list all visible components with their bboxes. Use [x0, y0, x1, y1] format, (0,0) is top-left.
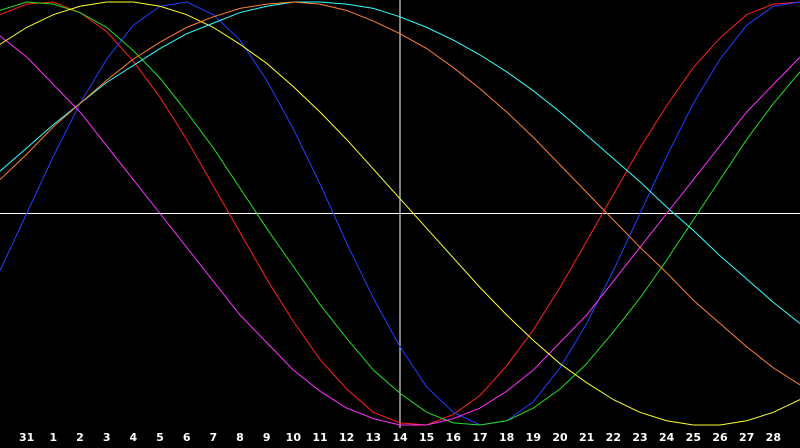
x-tick-label: 21 [579, 431, 594, 444]
x-tick-label: 12 [339, 431, 354, 444]
x-tick-label: 7 [210, 431, 218, 444]
x-tick-label: 17 [472, 431, 487, 444]
series-line [0, 1, 800, 426]
x-tick-label: 15 [419, 431, 434, 444]
x-tick-label: 31 [19, 431, 34, 444]
series-line [0, 35, 800, 426]
x-tick-label: 8 [236, 431, 244, 444]
x-tick-label: 18 [499, 431, 514, 444]
x-tick-label: 10 [286, 431, 302, 444]
x-tick-label: 25 [686, 431, 701, 444]
x-tick-label: 13 [366, 431, 381, 444]
x-tick-label: 6 [183, 431, 191, 444]
x-tick-label: 28 [766, 431, 781, 444]
x-tick-label: 22 [606, 431, 621, 444]
x-tick-label: 16 [446, 431, 462, 444]
x-tick-label: 24 [659, 431, 675, 444]
x-tick-label: 5 [156, 431, 164, 444]
x-tick-label: 27 [739, 431, 754, 444]
x-tick-label: 11 [312, 431, 327, 444]
series-line [0, 1, 800, 426]
x-tick-label: 3 [103, 431, 111, 444]
x-tick-label: 19 [526, 431, 541, 444]
series-line [0, 1, 800, 324]
series-line [0, 1, 800, 386]
series-line [0, 1, 800, 426]
x-tick-label: 23 [632, 431, 647, 444]
x-tick-label: 20 [552, 431, 568, 444]
x-tick-label: 2 [76, 431, 84, 444]
x-tick-label: 26 [712, 431, 728, 444]
x-tick-label: 1 [50, 431, 58, 444]
x-tick-label: 4 [130, 431, 138, 444]
x-tick-label: 9 [263, 431, 271, 444]
series-line [0, 1, 800, 426]
x-tick-label: 14 [392, 431, 408, 444]
